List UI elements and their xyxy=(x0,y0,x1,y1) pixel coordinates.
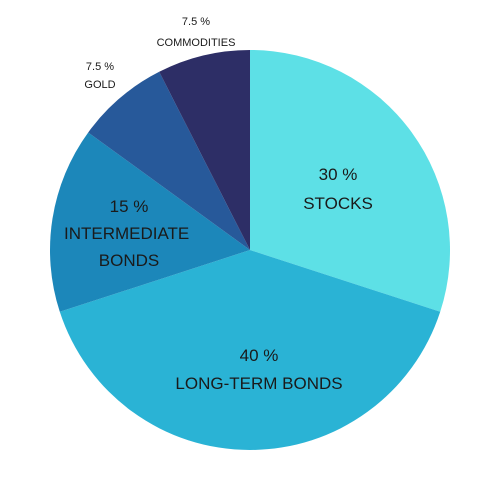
pie-slice-intermediate-bonds xyxy=(50,132,251,312)
pie-slices xyxy=(50,50,450,450)
intermediate-bonds-name-line2: BONDS xyxy=(99,251,159,270)
commodities-value-label: 7.5 % xyxy=(182,16,210,28)
pie-slice-commodities xyxy=(159,50,250,250)
intermediate-bonds-value-label: 15 % xyxy=(110,197,149,216)
gold-value-label: 7.5 % xyxy=(86,61,114,73)
pie-slice-gold xyxy=(88,71,250,250)
commodities-name-label: COMMODITIES xyxy=(157,37,236,49)
long-term-bonds-name-label: LONG-TERM BONDS xyxy=(175,374,342,393)
stocks-value-label: 30 % xyxy=(319,165,358,184)
gold-name-label: GOLD xyxy=(84,79,115,91)
pie-slice-stocks xyxy=(250,50,450,312)
stocks-name-label: STOCKS xyxy=(303,194,373,213)
intermediate-bonds-name-line1: INTERMEDIATE xyxy=(64,224,189,243)
long-term-bonds-value-label: 40 % xyxy=(240,346,279,365)
pie-slice-long-term-bonds xyxy=(59,250,441,450)
intermediate-bonds-name-label: INTERMEDIATE BONDS xyxy=(64,224,194,270)
